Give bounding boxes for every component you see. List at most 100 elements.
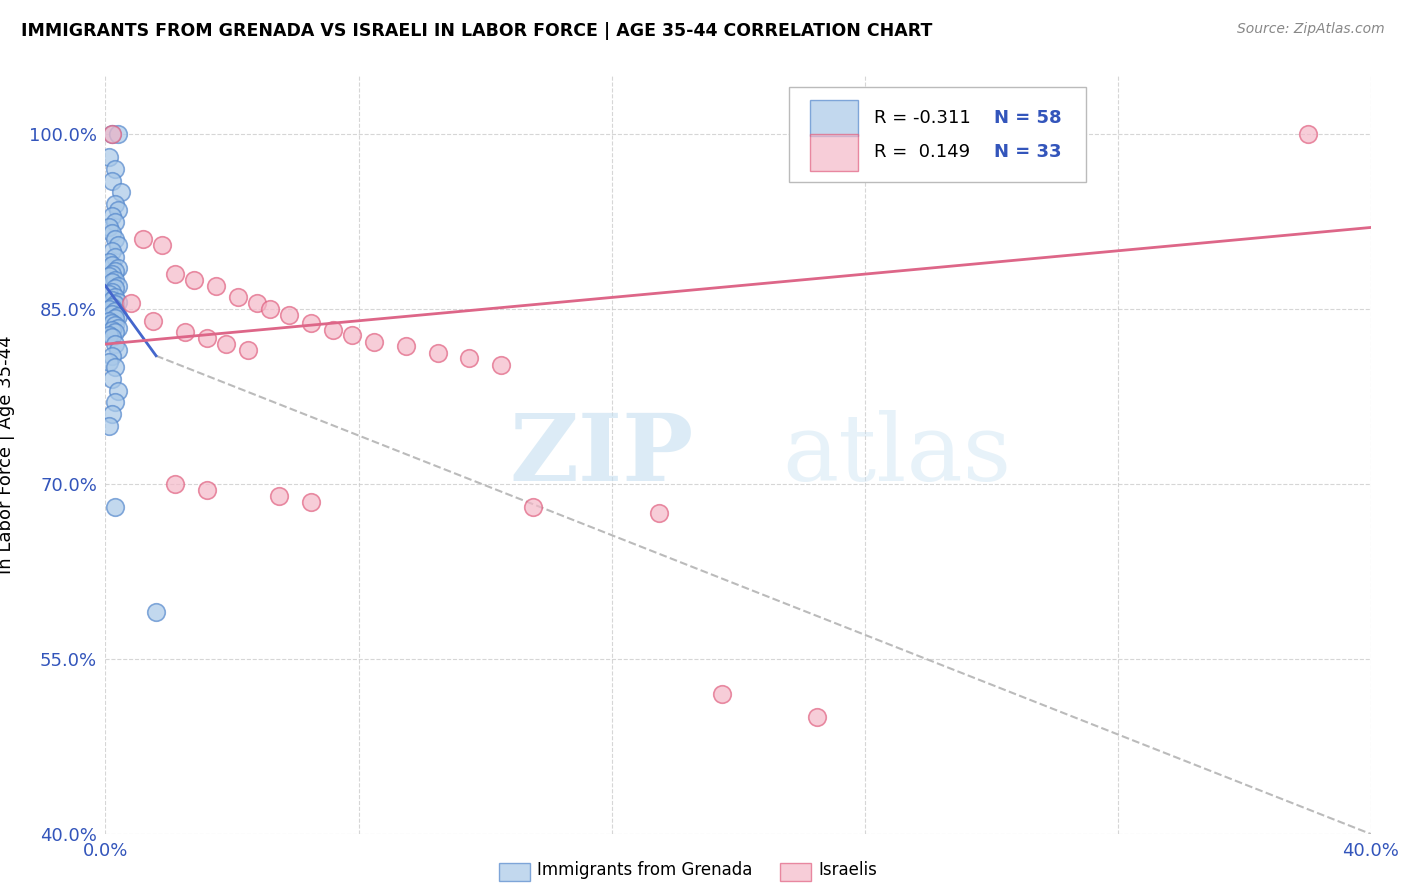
Point xyxy=(104,318,127,333)
Text: Israelis: Israelis xyxy=(818,861,877,879)
Point xyxy=(104,500,127,515)
Point xyxy=(104,311,127,326)
Point xyxy=(183,273,205,287)
Point xyxy=(101,275,124,289)
Point xyxy=(152,238,174,252)
Point xyxy=(101,127,124,141)
Point xyxy=(104,281,127,295)
Point xyxy=(104,197,127,211)
Text: R =  0.149: R = 0.149 xyxy=(873,144,970,161)
Point xyxy=(107,202,129,217)
Point xyxy=(142,314,165,328)
Point xyxy=(97,418,120,433)
Y-axis label: In Labor Force | Age 35-44: In Labor Force | Age 35-44 xyxy=(0,335,15,574)
Point xyxy=(104,273,127,287)
Point xyxy=(101,293,124,307)
Point xyxy=(340,327,363,342)
Point xyxy=(104,337,127,351)
Point xyxy=(107,295,129,310)
Point xyxy=(101,285,124,299)
Point xyxy=(173,326,195,340)
Point xyxy=(104,214,127,228)
Point xyxy=(107,127,129,141)
Text: N = 33: N = 33 xyxy=(994,144,1062,161)
Text: Immigrants from Grenada: Immigrants from Grenada xyxy=(537,861,752,879)
Point xyxy=(101,407,124,421)
Point xyxy=(104,232,127,246)
Point xyxy=(228,290,250,304)
Text: ZIP: ZIP xyxy=(509,410,695,500)
Point xyxy=(489,358,512,372)
Point xyxy=(97,151,120,165)
Point xyxy=(101,372,124,386)
Point xyxy=(132,232,155,246)
Point xyxy=(806,710,828,724)
Point xyxy=(107,261,129,276)
Point xyxy=(101,300,124,314)
Point xyxy=(163,477,186,491)
Text: N = 58: N = 58 xyxy=(994,110,1062,128)
FancyBboxPatch shape xyxy=(810,100,858,136)
Text: atlas: atlas xyxy=(782,410,1012,500)
Point xyxy=(107,384,129,398)
Point xyxy=(104,290,127,304)
Point xyxy=(101,307,124,321)
Point xyxy=(522,500,544,515)
Point xyxy=(1296,127,1319,141)
Text: R = -0.311: R = -0.311 xyxy=(873,110,970,128)
Point xyxy=(101,330,124,344)
Point xyxy=(97,269,120,284)
Point xyxy=(322,323,344,337)
Point xyxy=(269,489,291,503)
Point xyxy=(163,267,186,281)
Point xyxy=(236,343,259,357)
FancyBboxPatch shape xyxy=(789,87,1087,182)
Point xyxy=(259,302,281,317)
Point xyxy=(104,162,127,177)
Point xyxy=(120,296,142,310)
Point xyxy=(104,250,127,264)
Point xyxy=(299,494,322,508)
Point xyxy=(101,209,124,223)
Point xyxy=(395,339,418,353)
Point xyxy=(97,255,120,269)
Point xyxy=(711,687,734,701)
Point xyxy=(101,258,124,272)
Point xyxy=(97,354,120,368)
Point xyxy=(107,309,129,323)
Point xyxy=(107,238,129,252)
Point xyxy=(104,395,127,409)
FancyBboxPatch shape xyxy=(810,134,858,170)
Point xyxy=(101,267,124,281)
Text: Source: ZipAtlas.com: Source: ZipAtlas.com xyxy=(1237,22,1385,37)
Point xyxy=(195,331,218,345)
Point xyxy=(97,220,120,235)
Point xyxy=(101,316,124,330)
Point xyxy=(101,127,124,141)
Point xyxy=(205,278,228,293)
Point xyxy=(101,349,124,363)
Point xyxy=(648,506,671,520)
Point xyxy=(101,323,124,337)
Point xyxy=(458,351,481,365)
Point xyxy=(195,483,218,497)
Point xyxy=(426,346,449,360)
Point xyxy=(97,314,120,328)
Point xyxy=(299,316,322,330)
Point xyxy=(104,326,127,340)
Point xyxy=(104,360,127,375)
Point xyxy=(107,320,129,334)
Point xyxy=(104,263,127,277)
Point xyxy=(145,606,167,620)
Point xyxy=(107,278,129,293)
Point xyxy=(104,304,127,318)
Point xyxy=(278,308,301,322)
Point xyxy=(101,227,124,241)
Point xyxy=(101,244,124,258)
Point xyxy=(246,296,269,310)
Point xyxy=(107,343,129,357)
Point xyxy=(104,297,127,311)
Point xyxy=(214,337,236,351)
Point xyxy=(101,174,124,188)
Point xyxy=(110,186,132,200)
